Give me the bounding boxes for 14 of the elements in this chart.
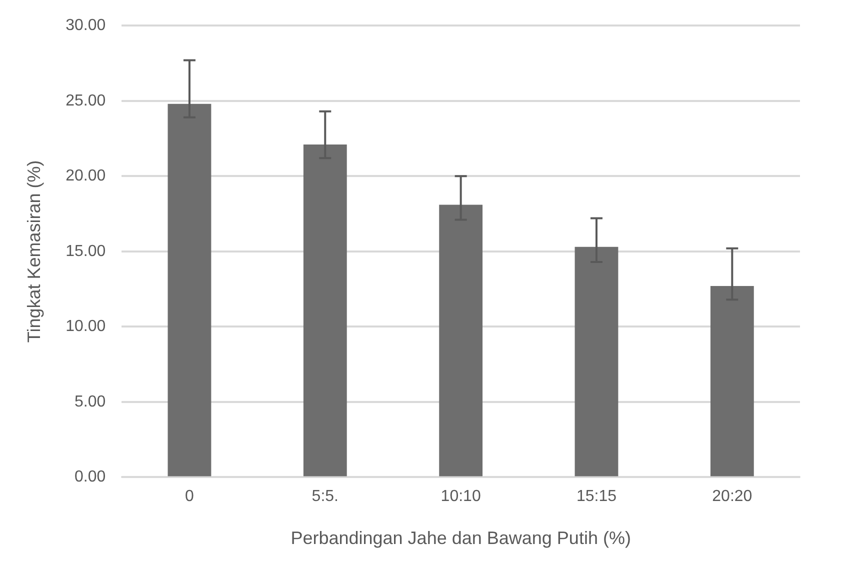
x-tick-label: 10:10	[440, 488, 481, 506]
y-axis-title: Tingkat Kemasiran (%)	[24, 160, 44, 343]
y-tick-label: 15.00	[66, 242, 106, 260]
y-tick-label: 5.00	[74, 393, 106, 410]
x-tick-label: 5:5.	[312, 488, 338, 506]
y-tick-label: 30.00	[66, 17, 106, 34]
y-tick-label: 20.00	[66, 168, 106, 185]
y-tick-label: 25.00	[66, 92, 106, 110]
y-tick-label: 0.00	[74, 468, 106, 486]
x-tick-label: 15:15	[576, 488, 617, 506]
x-axis-title: Perbandingan Jahe dan Bawang Putih (%)	[290, 528, 631, 548]
y-tick-label: 10.00	[66, 318, 106, 336]
x-tick-label: 20:20	[712, 488, 752, 506]
x-tick-label: 0	[185, 488, 194, 506]
